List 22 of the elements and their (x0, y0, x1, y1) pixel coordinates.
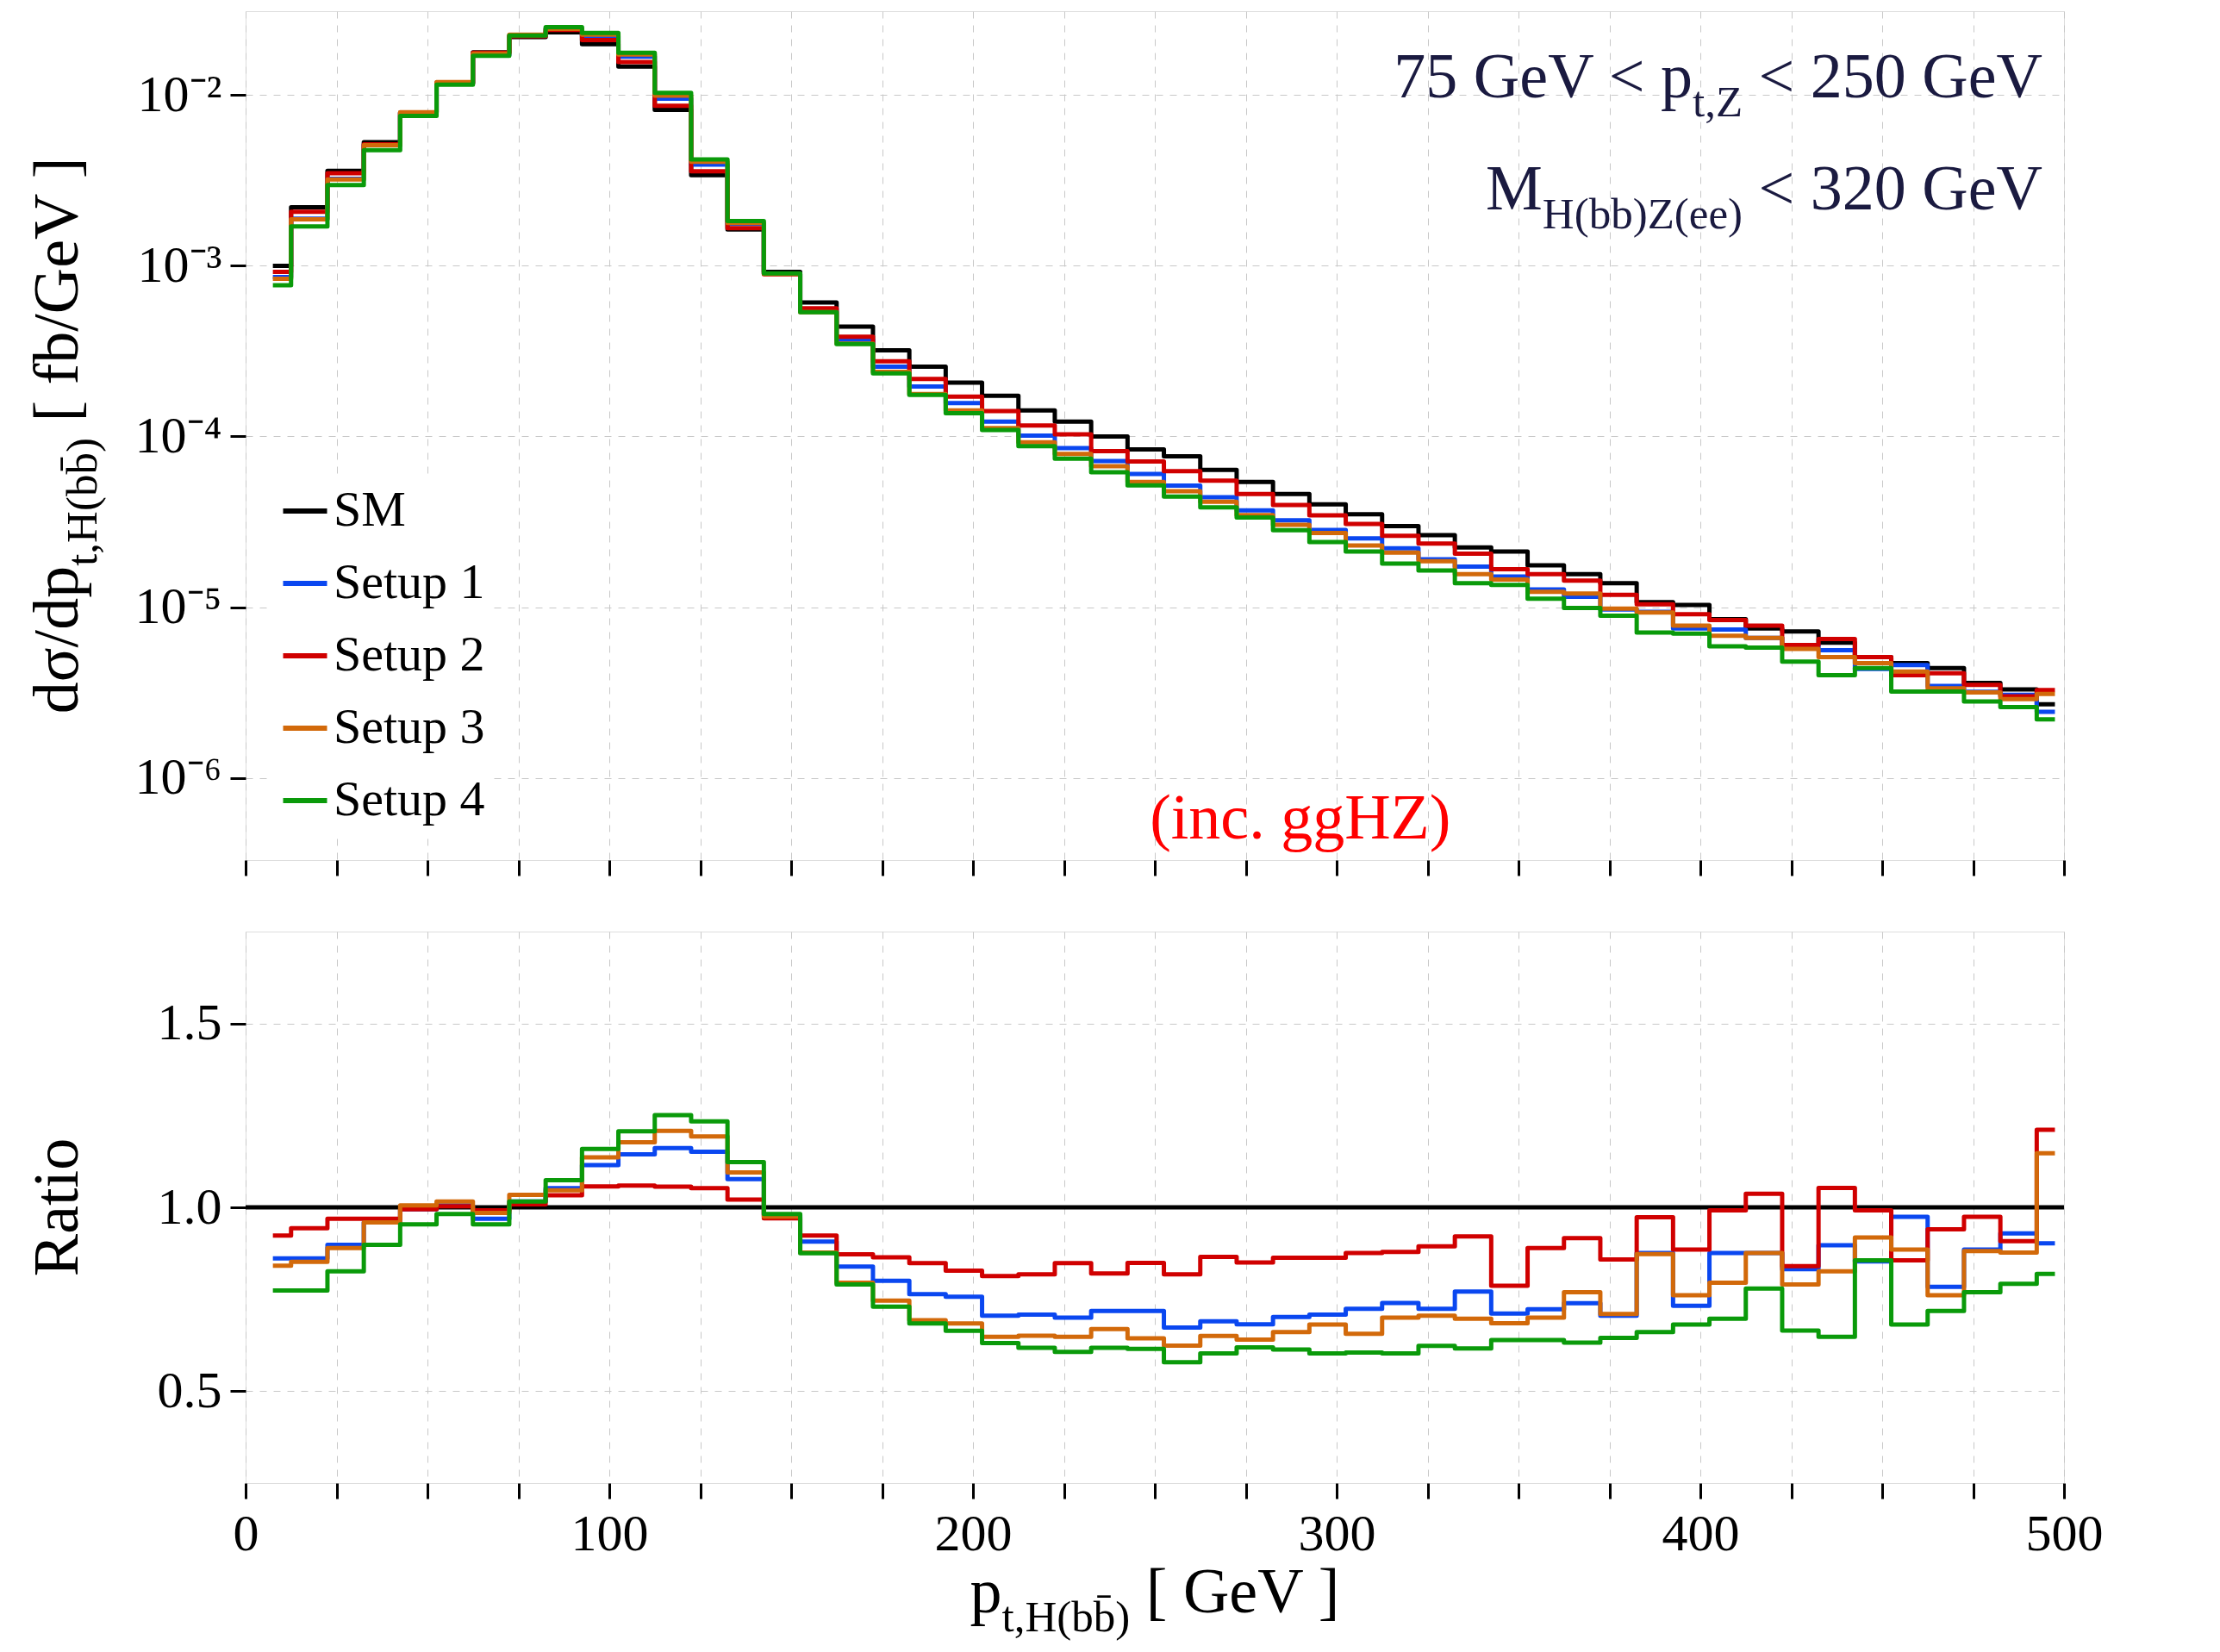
legend-label: Setup 3 (334, 698, 485, 754)
legend-label: Setup 1 (334, 553, 485, 609)
x-tick-label: 400 (1662, 1504, 1740, 1562)
y-tick-label: 0.5 (157, 1361, 222, 1418)
y-tick-label: 1.5 (157, 994, 222, 1051)
y-tick-label: 10⁻⁵ (134, 577, 222, 635)
y-tick-label: 1.0 (157, 1177, 222, 1235)
y-axis-title: Ratio (21, 1138, 91, 1277)
x-tick-label: 200 (934, 1504, 1013, 1562)
y-tick-label: 10⁻⁶ (134, 748, 222, 806)
y-tick-label: 10⁻² (137, 65, 222, 122)
y-tick-label: 10⁻⁴ (134, 406, 222, 464)
legend-label: SM (334, 481, 406, 537)
y-axis-title: dσ/dpt,H(bb̄) [ fb/GeV ] (21, 157, 107, 714)
x-tick-label: 0 (233, 1504, 259, 1562)
x-tick-label: 300 (1298, 1504, 1376, 1562)
legend-label: Setup 2 (334, 626, 485, 682)
x-tick-label: 100 (571, 1504, 649, 1562)
x-tick-label: 500 (2025, 1504, 2104, 1562)
annotation: (inc. ggHZ) (1150, 782, 1451, 852)
legend-label: Setup 4 (334, 770, 485, 826)
y-tick-label: 10⁻³ (137, 235, 222, 293)
